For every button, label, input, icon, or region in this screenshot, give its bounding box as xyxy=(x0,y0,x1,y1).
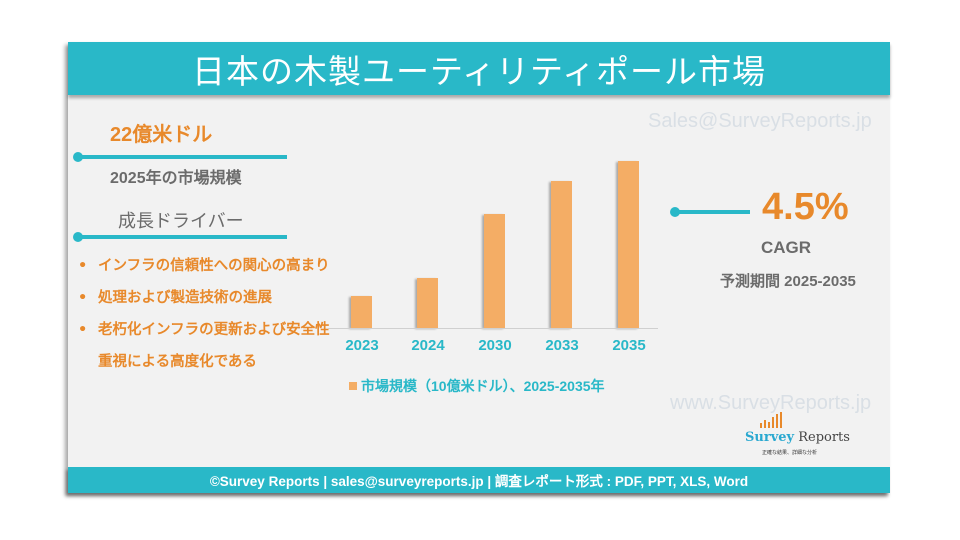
growth-drivers-title: 成長ドライバー xyxy=(118,211,244,232)
x-tick-label: 2030 xyxy=(478,337,512,354)
forecast-period: 予測期間 2025-2035 xyxy=(720,273,856,290)
logo-wordmark: Survey Reports xyxy=(745,430,850,445)
driver-text: 処理および製造技術の進展 xyxy=(98,290,272,306)
bar-chart-logo-icon xyxy=(760,412,782,428)
bullet-icon: • xyxy=(78,258,88,274)
connector-line-drivers xyxy=(78,235,287,239)
x-tick-label: 2033 xyxy=(545,337,579,354)
driver-text: 老朽化インフラの更新および安全性重視による高度化である xyxy=(98,322,330,370)
page-title: 日本の木製ユーティリティポール市場 xyxy=(191,51,767,91)
connector-line-market xyxy=(78,155,287,159)
driver-item: • 老朽化インフラの更新および安全性重視による高度化である xyxy=(78,314,340,378)
driver-text: インフラの信頼性への関心の高まり xyxy=(98,258,330,274)
market-size-value: 22億米ドル xyxy=(110,124,213,146)
x-tick-label: 2023 xyxy=(345,337,379,354)
connector-line-cagr xyxy=(675,210,750,214)
logo-tagline: 正確な結果、詳細な分析 xyxy=(762,450,818,456)
bar-2030 xyxy=(484,214,505,328)
x-tick-label: 2035 xyxy=(612,337,646,354)
bar-2035 xyxy=(618,161,639,328)
footer-text: ©Survey Reports | sales@surveyreports.jp… xyxy=(209,474,749,489)
market-size-label: 2025年の市場規模 xyxy=(110,170,242,187)
bar-2023 xyxy=(351,296,372,328)
bar-2024 xyxy=(417,278,438,328)
growth-drivers-list: • インフラの信頼性への関心の高まり • 処理および製造技術の進展 • 老朽化イ… xyxy=(78,250,340,378)
x-tick-label: 2024 xyxy=(411,337,445,354)
watermark-website: www.SurveyReports.jp xyxy=(670,392,872,414)
bullet-icon: • xyxy=(78,322,88,338)
driver-item: • 処理および製造技術の進展 xyxy=(78,282,340,314)
infographic-card xyxy=(68,42,890,493)
cagr-label: CAGR xyxy=(761,238,812,257)
cagr-value: 4.5% xyxy=(762,186,849,228)
legend-swatch xyxy=(349,382,357,390)
chart-baseline xyxy=(328,328,658,329)
survey-reports-logo: Survey Reports 正確な結果、詳細な分析 xyxy=(745,412,865,462)
driver-item: • インフラの信頼性への関心の高まり xyxy=(78,250,340,282)
bullet-icon: • xyxy=(78,290,88,306)
chart-legend: 市場規模（10億米ドル）、2025-2035年 xyxy=(349,376,605,396)
legend-label: 市場規模（10億米ドル）、2025-2035年 xyxy=(361,378,605,394)
bar-2033 xyxy=(551,181,572,328)
footer-bar: ©Survey Reports | sales@surveyreports.jp… xyxy=(68,467,890,493)
watermark-email: Sales@SurveyReports.jp xyxy=(648,110,872,132)
title-bar: 日本の木製ユーティリティポール市場 xyxy=(68,42,890,95)
